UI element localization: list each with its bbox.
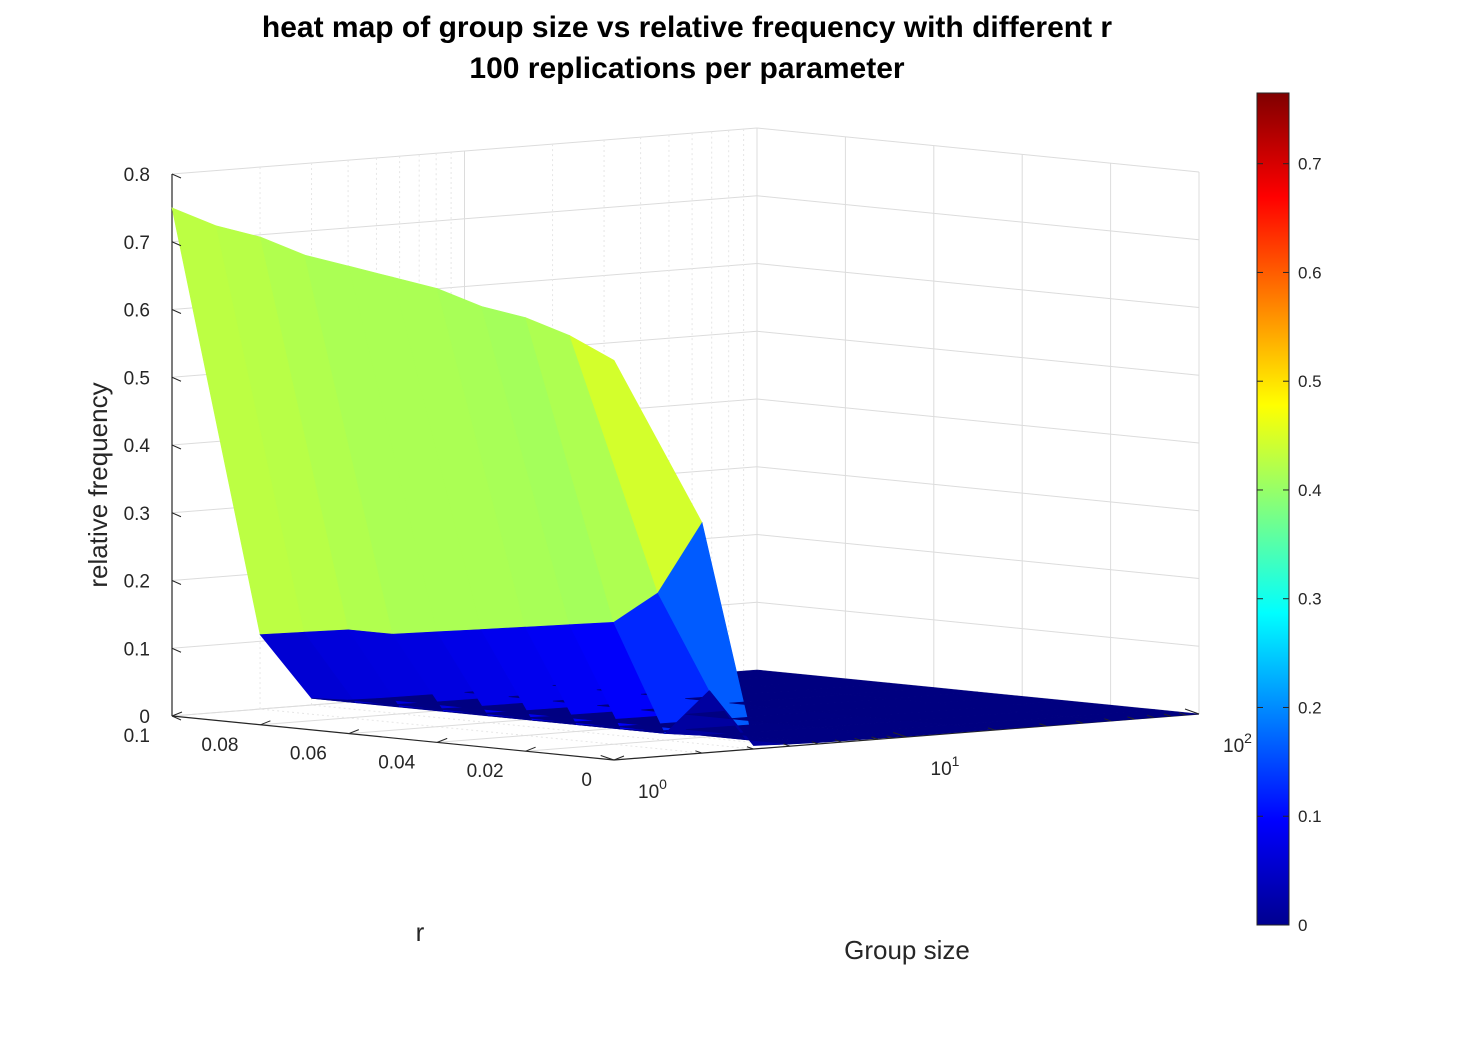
y-tick-label: 0 (581, 770, 592, 791)
z-tick-mark (171, 444, 182, 450)
colorbar-tick-label: 0.3 (1298, 590, 1322, 609)
x-tick-mark (893, 732, 907, 738)
x-tick-exponent: 0 (659, 776, 667, 792)
x-tick-mark (811, 741, 819, 745)
y-tick-mark (437, 737, 448, 743)
minor-grid-floor (311, 704, 754, 750)
z-tick-label: 0.3 (124, 504, 150, 525)
colorbar-tick-label: 0.2 (1298, 698, 1322, 717)
x-tick-label: 102 (1223, 730, 1252, 757)
chart-title-line-2: 100 replications per parameter (469, 52, 905, 85)
x-tick-mark (746, 746, 754, 750)
x-tick-mark (886, 735, 894, 739)
x-tick-mark (1146, 714, 1154, 719)
colorbar-tick-label: 0.1 (1298, 807, 1322, 826)
chart-title-line-1: heat map of group size vs relative frequ… (262, 11, 1113, 44)
colorbar-tick-label: 0.6 (1298, 263, 1322, 282)
y-tick-label: 0.04 (378, 752, 415, 773)
x-tick-mark (783, 743, 791, 747)
grid-line-z (756, 330, 1200, 376)
z-tick-label: 0.7 (124, 233, 150, 254)
z-tick-label: 0.5 (124, 368, 150, 389)
z-tick-label: 0.6 (124, 301, 150, 322)
z-tick-label: 0.8 (124, 165, 150, 186)
x-tick-mark (1178, 712, 1186, 716)
y-axis-label: r (416, 917, 425, 947)
z-tick-mark (171, 715, 182, 721)
y-tick-mark (348, 729, 359, 735)
x-tick-mark (834, 739, 842, 743)
x-axis-label: Group size (844, 935, 970, 965)
x-tick-base: 10 (638, 782, 659, 803)
x-tick-mark (1127, 716, 1135, 720)
tick-labels: 00.10.20.30.40.50.60.70.800.020.040.060.… (124, 165, 1253, 803)
colorbar: 0 0.1 0.2 0.3 0.4 0.5 0.6 0.7 (1256, 92, 1322, 935)
colorbar-ramp (1256, 92, 1290, 926)
surface (171, 207, 1200, 746)
z-tick-label: 0 (139, 707, 150, 728)
x-tick-mark (1075, 720, 1083, 724)
x-tick-mark (871, 736, 879, 740)
x-tick-base: 10 (1223, 736, 1244, 757)
x-tick-mark (1184, 708, 1200, 715)
z-tick-mark (171, 241, 182, 247)
colorbar-ticks: 0 0.1 0.2 0.3 0.4 0.5 0.6 0.7 (1257, 155, 1322, 935)
z-tick-mark (171, 647, 182, 653)
grid-line-z (756, 601, 1200, 647)
grid-line-z (756, 534, 1200, 579)
y-tick-mark (525, 746, 536, 752)
colorbar-tick-label: 0.5 (1298, 372, 1322, 391)
x-tick-exponent: 2 (1244, 730, 1252, 746)
z-tick-mark (171, 580, 182, 585)
x-tick-mark (695, 750, 703, 754)
x-tick-mark (1163, 713, 1171, 717)
x-tick-mark (1039, 723, 1047, 727)
grid-line-z (756, 195, 1200, 241)
x-tick-mark (600, 755, 615, 761)
y-tick-label: 0.1 (124, 726, 150, 747)
colorbar-tick-label: 0.7 (1298, 155, 1322, 174)
x-tick-mark (854, 737, 862, 742)
x-tick-label: 100 (638, 776, 667, 803)
z-tick-label: 0.2 (124, 572, 150, 593)
z-tick-mark (171, 173, 182, 179)
z-tick-label: 0.4 (124, 436, 151, 457)
grid-line-z (756, 466, 1200, 512)
tick-marks (171, 173, 1200, 761)
x-tick-base: 10 (931, 759, 952, 780)
x-tick-mark (1104, 718, 1112, 722)
y-tick-label: 0.02 (467, 761, 504, 782)
grid-line-z (756, 127, 1200, 173)
z-axis-label: relative frequency (83, 382, 113, 587)
x-tick-mark (987, 727, 995, 731)
minor-grid-floor (260, 708, 703, 754)
x-tick-label: 101 (931, 753, 960, 780)
z-tick-mark (171, 376, 182, 382)
z-tick-mark (171, 512, 182, 518)
grid-line-z (756, 263, 1200, 308)
grid-line-z (756, 398, 1200, 444)
x-tick-exponent: 1 (952, 753, 960, 769)
z-tick-label: 0.1 (124, 639, 150, 660)
y-axis-line (171, 715, 615, 761)
y-tick-label: 0.08 (201, 735, 238, 756)
y-tick-mark (171, 711, 183, 717)
z-tick-mark (171, 309, 182, 314)
colorbar-tick-label: 0 (1298, 916, 1307, 935)
y-tick-label: 0.06 (290, 744, 327, 765)
colorbar-tick-label: 0.4 (1298, 481, 1322, 500)
y-tick-mark (613, 755, 625, 761)
y-tick-mark (260, 720, 271, 726)
